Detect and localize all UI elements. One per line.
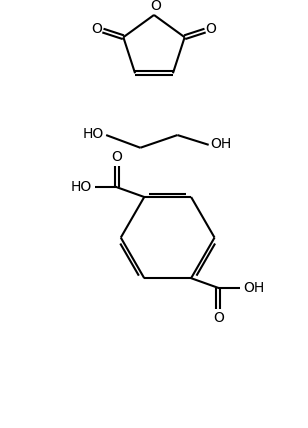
Text: O: O: [213, 311, 224, 325]
Text: O: O: [151, 0, 161, 13]
Text: O: O: [111, 150, 122, 164]
Text: HO: HO: [83, 127, 104, 141]
Text: O: O: [205, 22, 217, 36]
Text: OH: OH: [243, 281, 264, 295]
Text: O: O: [91, 22, 103, 36]
Text: HO: HO: [71, 180, 92, 194]
Text: OH: OH: [211, 137, 232, 151]
